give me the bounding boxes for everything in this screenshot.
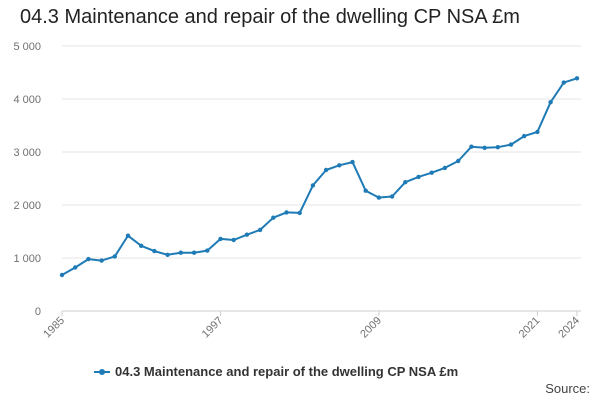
data-point[interactable] bbox=[179, 251, 183, 255]
data-point[interactable] bbox=[522, 134, 526, 138]
y-tick-label: 1 000 bbox=[13, 253, 41, 265]
data-point[interactable] bbox=[113, 254, 117, 258]
data-point[interactable] bbox=[364, 189, 368, 193]
x-tick-label: 2024 bbox=[556, 315, 582, 341]
data-point[interactable] bbox=[298, 211, 302, 215]
data-point[interactable] bbox=[165, 253, 169, 257]
data-point[interactable] bbox=[337, 163, 341, 167]
data-point[interactable] bbox=[73, 265, 77, 269]
data-point[interactable] bbox=[126, 234, 130, 238]
data-point[interactable] bbox=[139, 244, 143, 248]
data-point[interactable] bbox=[284, 210, 288, 214]
x-axis: 1985 1997 2009 2021 2024 bbox=[41, 311, 582, 340]
data-point[interactable] bbox=[430, 171, 434, 175]
data-point[interactable] bbox=[311, 183, 315, 187]
legend[interactable]: 04.3 Maintenance and repair of the dwell… bbox=[94, 364, 458, 379]
y-tick-label: 4 000 bbox=[13, 94, 41, 106]
data-point[interactable] bbox=[416, 175, 420, 179]
data-point[interactable] bbox=[205, 248, 209, 252]
data-point[interactable] bbox=[469, 145, 473, 149]
data-point[interactable] bbox=[86, 257, 90, 261]
source-label: Source: bbox=[545, 381, 590, 396]
data-point[interactable] bbox=[390, 194, 394, 198]
data-point[interactable] bbox=[482, 146, 486, 150]
series-layer bbox=[60, 76, 579, 277]
data-point[interactable] bbox=[562, 80, 566, 84]
x-tick-label: 2021 bbox=[517, 315, 543, 341]
data-point[interactable] bbox=[192, 251, 196, 255]
gridlines bbox=[62, 46, 581, 311]
data-point[interactable] bbox=[152, 249, 156, 253]
data-point[interactable] bbox=[575, 76, 579, 80]
data-point[interactable] bbox=[271, 216, 275, 220]
data-point[interactable] bbox=[232, 238, 236, 242]
data-point[interactable] bbox=[218, 237, 222, 241]
y-tick-label: 0 bbox=[35, 306, 41, 318]
data-point[interactable] bbox=[509, 142, 513, 146]
data-point[interactable] bbox=[443, 166, 447, 170]
data-point[interactable] bbox=[403, 180, 407, 184]
data-point[interactable] bbox=[350, 160, 354, 164]
y-axis: 0 1 000 2 000 3 000 4 000 5 000 bbox=[13, 41, 41, 318]
x-tick-label: 1997 bbox=[200, 315, 226, 341]
data-point[interactable] bbox=[258, 228, 262, 232]
data-point[interactable] bbox=[60, 273, 64, 277]
data-point[interactable] bbox=[496, 145, 500, 149]
legend-label: 04.3 Maintenance and repair of the dwell… bbox=[115, 364, 458, 379]
x-tick-label: 2009 bbox=[358, 315, 384, 341]
legend-line-icon bbox=[94, 371, 110, 373]
data-point[interactable] bbox=[377, 195, 381, 199]
data-point[interactable] bbox=[324, 168, 328, 172]
data-point[interactable] bbox=[548, 100, 552, 104]
data-point[interactable] bbox=[245, 233, 249, 237]
y-tick-label: 2 000 bbox=[13, 200, 41, 212]
data-point[interactable] bbox=[456, 159, 460, 163]
y-tick-label: 3 000 bbox=[13, 147, 41, 159]
data-point[interactable] bbox=[535, 130, 539, 134]
data-point[interactable] bbox=[99, 258, 103, 262]
y-tick-label: 5 000 bbox=[13, 41, 41, 53]
x-tick-label: 1985 bbox=[41, 315, 67, 341]
